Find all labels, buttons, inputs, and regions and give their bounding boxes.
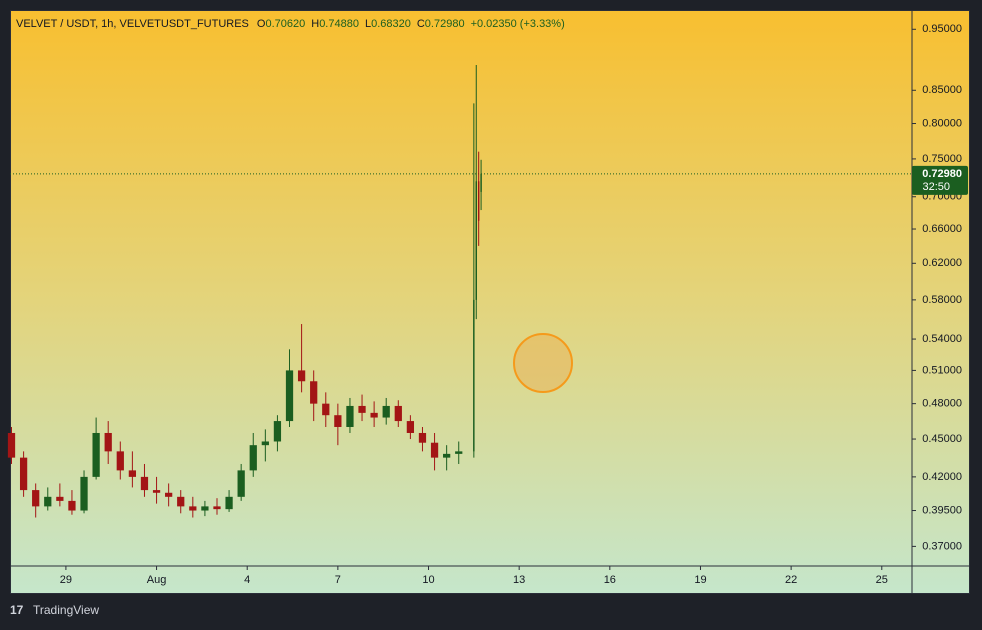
candle-body <box>68 500 76 511</box>
x-tick-label: 16 <box>604 574 616 586</box>
ohlc-label: L <box>365 18 371 30</box>
candle-body <box>285 370 294 422</box>
candle-body <box>140 476 149 491</box>
candle-body <box>334 415 342 427</box>
candle-body <box>19 457 28 491</box>
x-tick-label: 22 <box>785 574 797 586</box>
symbol-title: VELVET / USDT, 1h, VELVETUSDT_FUTURES <box>16 18 249 30</box>
y-tick-label: 0.62000 <box>922 257 962 269</box>
x-tick-label: Aug <box>147 574 167 586</box>
candle-body <box>406 421 415 433</box>
last-price-label: 0.72980 <box>922 168 962 180</box>
candle-body <box>7 432 16 458</box>
ohlc-label: O <box>257 18 266 30</box>
candle-body <box>261 441 269 446</box>
y-tick-label: 0.51000 <box>922 364 962 376</box>
chart-background <box>10 10 970 594</box>
candle-body <box>177 496 185 507</box>
x-tick-label: 13 <box>513 574 525 586</box>
ohlc-label: C <box>417 18 425 30</box>
y-tick-label: 0.95000 <box>922 23 962 35</box>
candle-body <box>346 405 354 427</box>
y-tick-label: 0.45000 <box>922 433 962 445</box>
candle-body <box>273 421 282 442</box>
branding: TradingView <box>33 603 99 617</box>
candle-body <box>225 496 233 510</box>
candle-body <box>213 506 221 510</box>
ohlc-value: 0.74880 <box>319 18 359 30</box>
candle-body <box>430 442 439 458</box>
y-tick-label: 0.58000 <box>922 294 962 306</box>
candle-body <box>477 181 480 221</box>
candle-body <box>358 405 366 413</box>
y-tick-label: 0.42000 <box>922 471 962 483</box>
y-tick-label: 0.39500 <box>922 504 962 516</box>
y-tick-label: 0.37000 <box>922 540 962 552</box>
candle-body <box>249 445 257 471</box>
y-tick-label: 0.54000 <box>922 333 962 345</box>
ohlc-label: H <box>311 18 319 30</box>
candle-body <box>370 412 378 418</box>
last-price-badge <box>912 165 968 195</box>
y-tick-label: 0.75000 <box>922 153 962 165</box>
candle-body <box>201 506 209 511</box>
y-tick-label: 0.66000 <box>922 223 962 235</box>
candle-body <box>480 173 482 192</box>
frame <box>10 10 970 594</box>
candle-body <box>475 181 477 300</box>
ohlc-value: 0.72980 <box>425 18 465 30</box>
candle-body <box>104 432 112 452</box>
candle-body <box>443 453 451 458</box>
plot <box>7 65 912 518</box>
candle-body <box>32 490 40 507</box>
candle-body <box>310 381 318 404</box>
candle-body <box>152 490 161 493</box>
candle-body <box>418 432 427 443</box>
circle-drawing <box>513 333 573 393</box>
y-tick-label: 0.85000 <box>922 84 962 96</box>
candle-body <box>128 470 137 477</box>
y-tick-label: 0.48000 <box>922 398 962 410</box>
candle-body <box>165 492 173 497</box>
candle-body <box>382 405 390 418</box>
candle-body <box>80 476 88 511</box>
candle-body <box>56 496 64 501</box>
candle-body <box>116 451 124 471</box>
x-tick-label: 7 <box>335 574 341 586</box>
x-tick-label: 10 <box>422 574 434 586</box>
candle-body <box>297 370 306 382</box>
candle-body <box>237 470 245 497</box>
y-tick-label: 0.80000 <box>922 117 962 129</box>
candle-body <box>92 432 100 477</box>
candle-body <box>322 403 330 416</box>
candle-body <box>44 496 52 507</box>
candle-body <box>394 405 402 422</box>
candle-body <box>189 506 197 511</box>
x-tick-label: 29 <box>60 574 72 586</box>
countdown: 32:50 <box>922 181 950 193</box>
candle-body <box>455 451 463 454</box>
logo-mark: 17 <box>10 603 24 617</box>
ohlc-value: 0.68320 <box>371 18 411 30</box>
candle-body <box>473 299 475 452</box>
x-tick-label: 19 <box>694 574 706 586</box>
x-tick-label: 4 <box>244 574 250 586</box>
change: +0.02350 (+3.33%) <box>471 18 565 30</box>
ohlc-value: 0.70620 <box>265 18 305 30</box>
x-tick-label: 25 <box>876 574 888 586</box>
